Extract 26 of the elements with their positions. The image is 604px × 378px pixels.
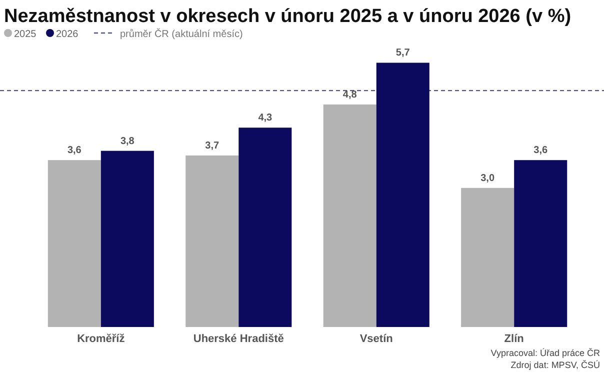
text: Vypracoval: Úřad práce ČR <box>490 348 600 358</box>
bar <box>461 188 514 327</box>
data-label: 5,7 <box>396 48 410 59</box>
bar <box>48 160 101 327</box>
bar <box>323 104 376 327</box>
x-tick-label: Vsetín <box>360 333 394 345</box>
data-label: 4,3 <box>258 112 273 124</box>
data-label: 3,6 <box>67 145 82 156</box>
data-label: 3,6 <box>534 145 548 156</box>
bar <box>514 160 568 327</box>
data-label: 3,0 <box>480 172 495 184</box>
data-label: 3,8 <box>120 136 135 147</box>
data-label: 4,8 <box>342 89 358 100</box>
chart-title: Nezaměstnanost v okresech v únoru 2025 a v únoru 2026 (v %) <box>4 6 572 27</box>
x-tick-label: Kroměříž <box>77 333 126 345</box>
bar <box>100 150 154 327</box>
legend-label: 2026 <box>56 29 79 40</box>
legend-label: průměr ČR (aktuální měsíc) <box>120 28 243 40</box>
bar <box>238 128 292 327</box>
bar <box>376 62 430 327</box>
legend-label: 2025 <box>14 29 37 40</box>
bar <box>186 155 239 327</box>
x-tick-label: Uherské Hradiště <box>193 333 284 345</box>
text: Zdroj dat: MPSV, ČSÚ <box>510 360 600 370</box>
data-label: 3,7 <box>205 140 220 152</box>
x-tick-label: Zlín <box>504 333 524 345</box>
